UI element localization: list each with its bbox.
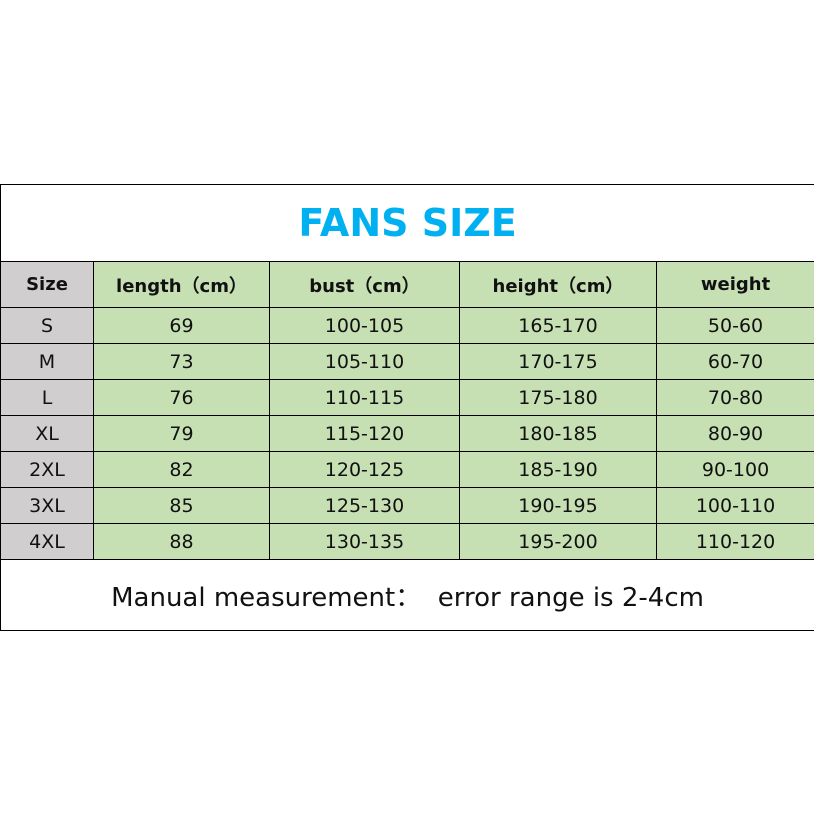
table-cell: 76 bbox=[93, 379, 270, 416]
table-cell: 82 bbox=[93, 451, 270, 488]
table-cell: 175-180 bbox=[459, 379, 657, 416]
table-cell: 90-100 bbox=[655, 451, 814, 488]
column-header: Size bbox=[0, 261, 94, 308]
table-row: XL 79 115-120 180-185 80-90 bbox=[0, 415, 814, 452]
size-chart-table: FANS SIZE Size length（cm） bust（cm） height（c… bbox=[0, 184, 814, 631]
table-cell: 79 bbox=[93, 415, 270, 452]
size-label: 3XL bbox=[0, 487, 94, 524]
table-cell: 50-60 bbox=[655, 307, 814, 344]
size-label: 4XL bbox=[0, 523, 94, 560]
table-row: 4XL 88 130-135 195-200 110-120 bbox=[0, 523, 814, 560]
table-row: M 73 105-110 170-175 60-70 bbox=[0, 343, 814, 380]
table-row: L 76 110-115 175-180 70-80 bbox=[0, 379, 814, 416]
table-cell: 73 bbox=[93, 343, 270, 380]
size-label: XL bbox=[0, 415, 94, 452]
footer-note: Manual measurement： error range is 2-4cm bbox=[0, 559, 814, 631]
size-label: S bbox=[0, 307, 94, 344]
table-cell: 85 bbox=[93, 487, 270, 524]
chart-title: FANS SIZE bbox=[0, 184, 814, 262]
table-cell: 130-135 bbox=[269, 523, 460, 560]
table-cell: 195-200 bbox=[459, 523, 657, 560]
size-label: 2XL bbox=[0, 451, 94, 488]
column-header: bust（cm） bbox=[269, 261, 460, 308]
table-cell: 125-130 bbox=[269, 487, 460, 524]
table-cell: 165-170 bbox=[459, 307, 657, 344]
table-cell: 69 bbox=[93, 307, 270, 344]
column-header: weight bbox=[655, 261, 814, 308]
size-label: L bbox=[0, 379, 94, 416]
table-cell: 110-120 bbox=[655, 523, 814, 560]
table-cell: 80-90 bbox=[655, 415, 814, 452]
table-cell: 180-185 bbox=[459, 415, 657, 452]
table-row: 3XL 85 125-130 190-195 100-110 bbox=[0, 487, 814, 524]
size-label: M bbox=[0, 343, 94, 380]
table-cell: 70-80 bbox=[655, 379, 814, 416]
table-cell: 100-110 bbox=[655, 487, 814, 524]
table-cell: 190-195 bbox=[459, 487, 657, 524]
table-cell: 110-115 bbox=[269, 379, 460, 416]
table-cell: 185-190 bbox=[459, 451, 657, 488]
header-row: Size length（cm） bust（cm） height（cm） weight bbox=[0, 261, 814, 308]
table-cell: 100-105 bbox=[269, 307, 460, 344]
table-cell: 115-120 bbox=[269, 415, 460, 452]
table-cell: 60-70 bbox=[655, 343, 814, 380]
table-cell: 88 bbox=[93, 523, 270, 560]
column-header: height（cm） bbox=[459, 261, 657, 308]
table-cell: 170-175 bbox=[459, 343, 657, 380]
table-row: S 69 100-105 165-170 50-60 bbox=[0, 307, 814, 344]
column-header: length（cm） bbox=[93, 261, 270, 308]
table-row: 2XL 82 120-125 185-190 90-100 bbox=[0, 451, 814, 488]
table-cell: 120-125 bbox=[269, 451, 460, 488]
table-cell: 105-110 bbox=[269, 343, 460, 380]
